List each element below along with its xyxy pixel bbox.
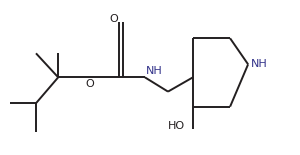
Text: O: O xyxy=(109,14,118,24)
Text: O: O xyxy=(85,79,94,89)
Text: NH: NH xyxy=(146,66,163,76)
Text: HO: HO xyxy=(168,121,185,131)
Text: NH: NH xyxy=(251,59,268,69)
